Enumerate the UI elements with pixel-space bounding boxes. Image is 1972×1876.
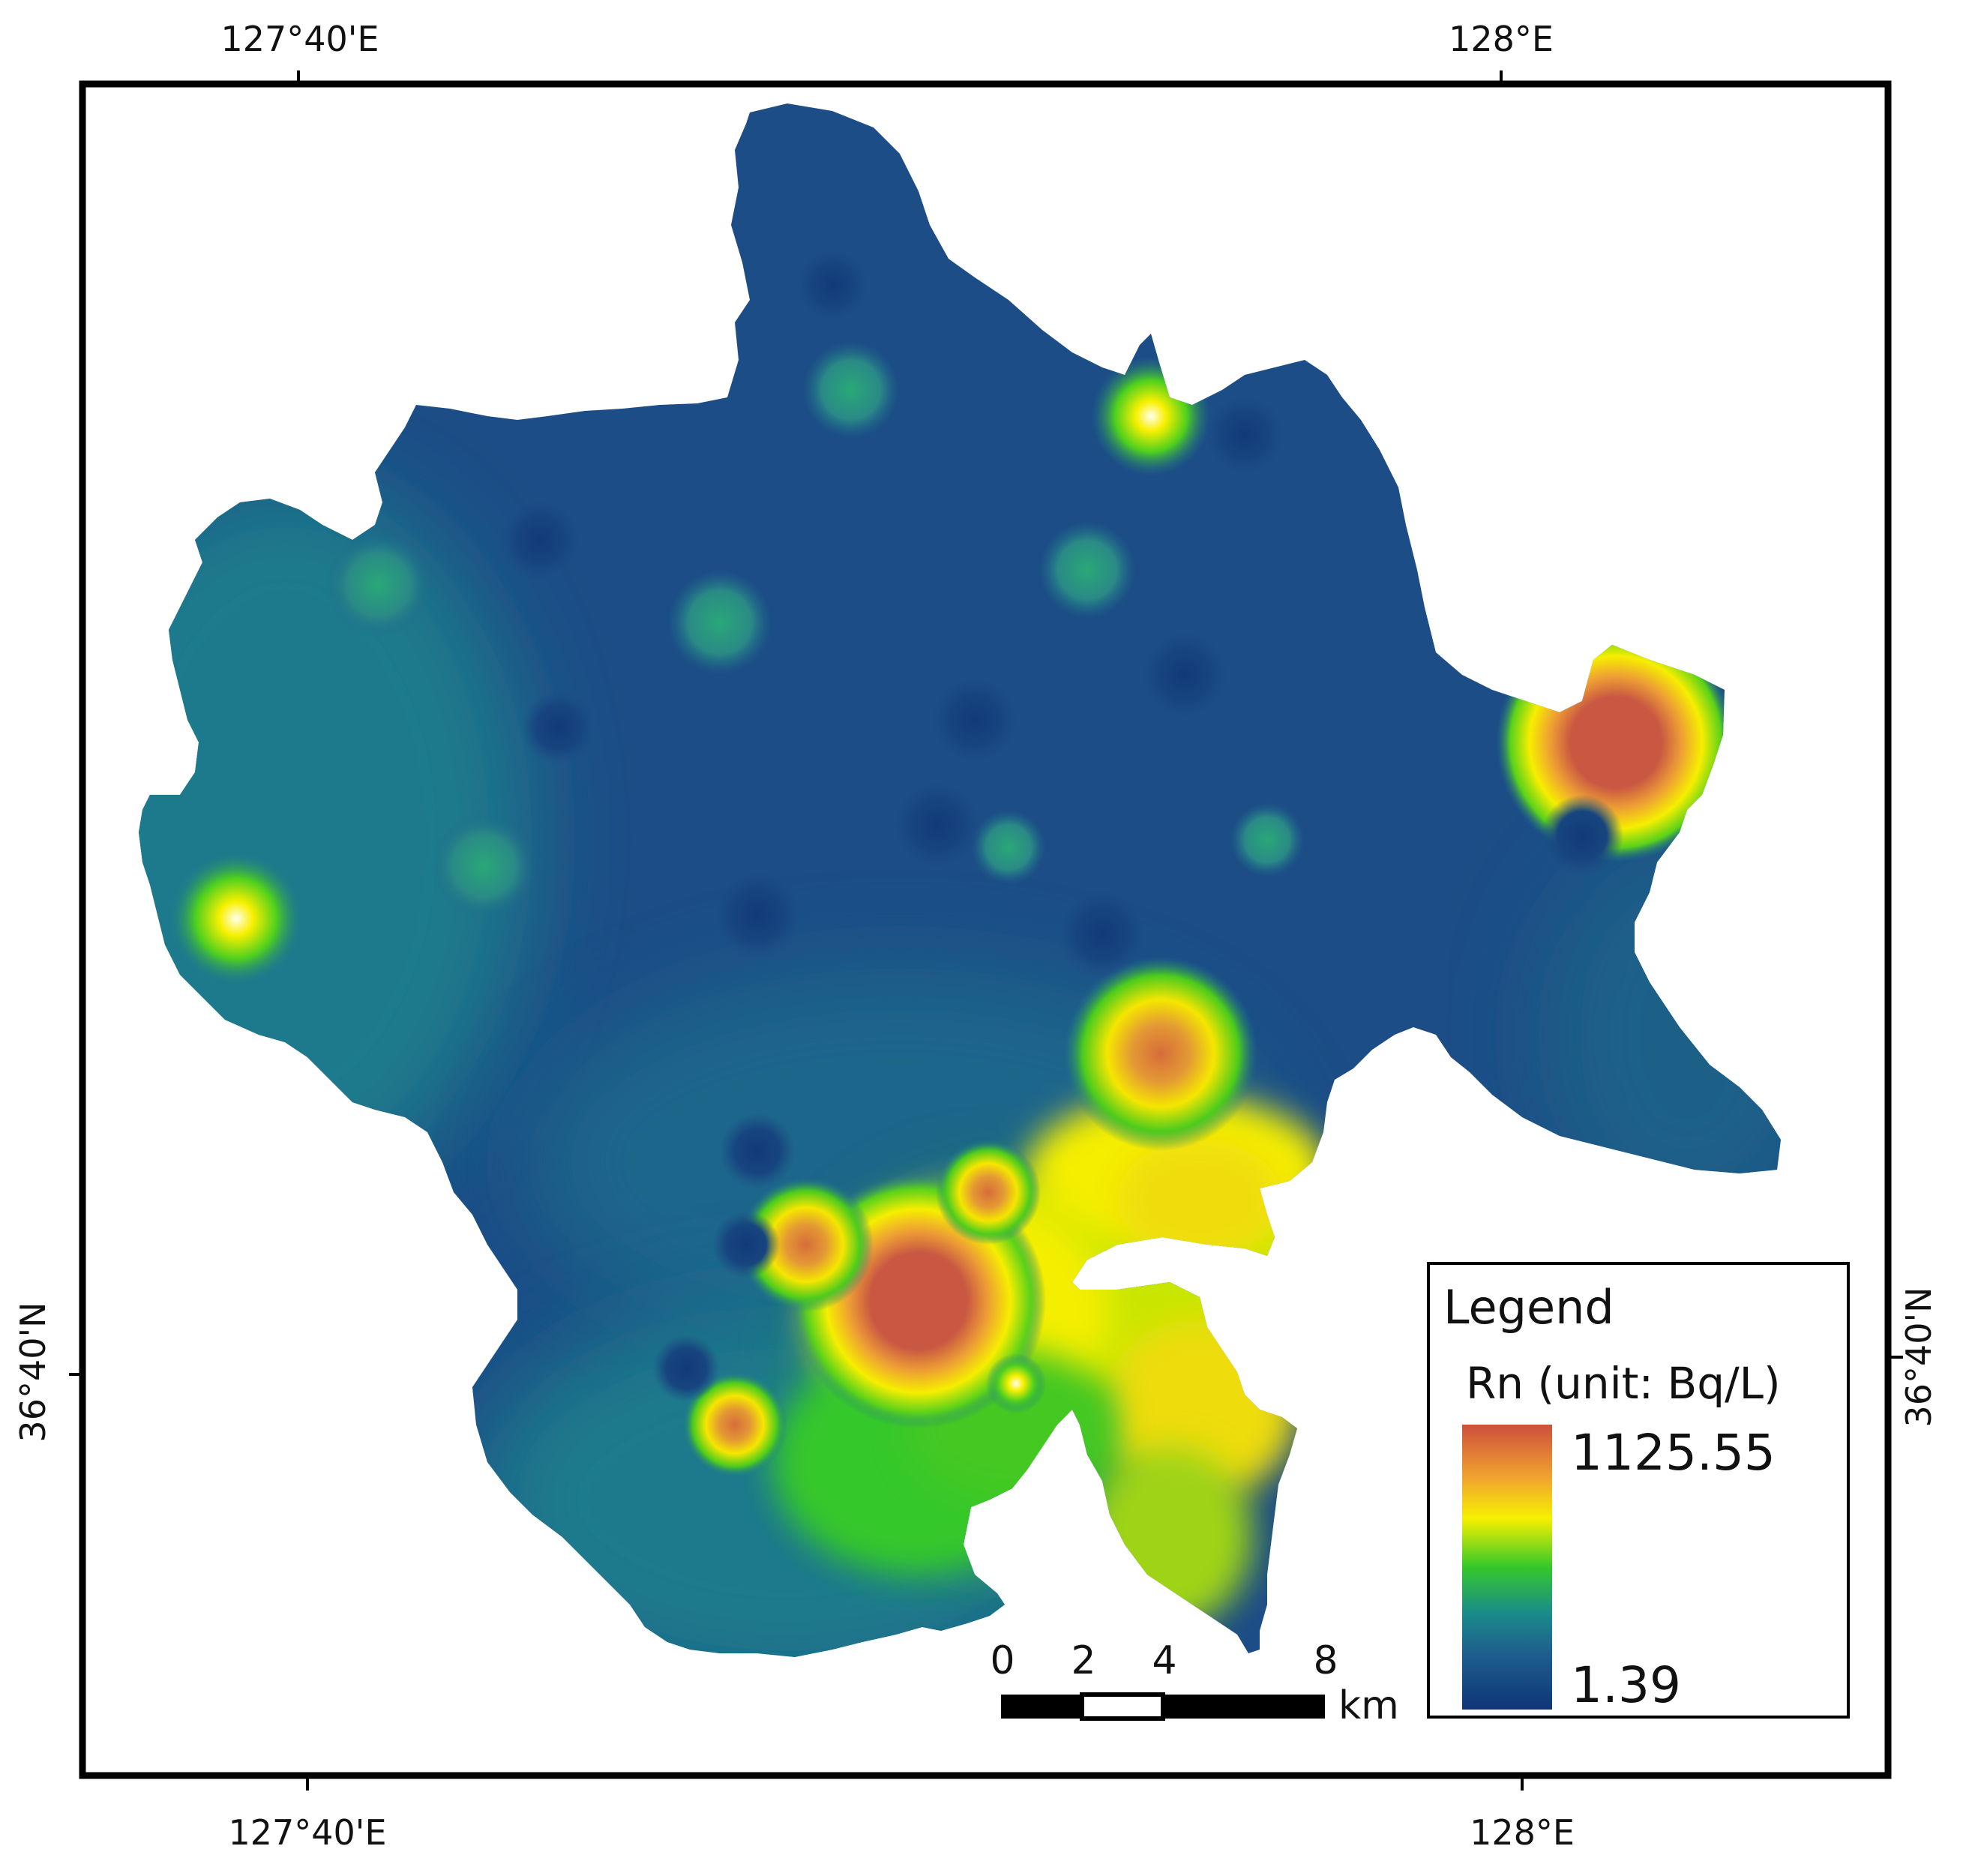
coord-label-top-left: 127°40'E: [220, 19, 379, 59]
scale-tick-2: 2: [1071, 1638, 1095, 1683]
coord-label-top-right: 128°E: [1449, 19, 1554, 59]
legend-min-label: 1.39: [1571, 1656, 1681, 1714]
scale-unit: km: [1338, 1683, 1399, 1728]
scale-tick-0: 0: [990, 1638, 1014, 1683]
scale-tick-8: 8: [1313, 1638, 1338, 1683]
legend-variable: Rn (unit: Bq/L): [1466, 1358, 1781, 1409]
coord-label-bottom-right: 128°E: [1470, 1812, 1575, 1853]
legend-title: Legend: [1443, 1280, 1614, 1335]
scale-bar: 0 2 4 8 km: [990, 1638, 1398, 1728]
map-frame: [79, 80, 1892, 1779]
legend-max-label: 1125.55: [1571, 1424, 1776, 1482]
legend-color-ramp: [1462, 1425, 1552, 1710]
coord-label-right: 36°40'N: [1899, 1287, 1939, 1427]
scale-tick-4: 4: [1152, 1638, 1176, 1683]
coord-label-left: 36°40'N: [13, 1302, 53, 1442]
coord-label-bottom-left: 127°40'E: [228, 1812, 386, 1853]
legend: Legend Rn (unit: Bq/L) 1125.55 1.39: [1427, 1262, 1850, 1719]
graticule-ticks: [69, 70, 1903, 1791]
